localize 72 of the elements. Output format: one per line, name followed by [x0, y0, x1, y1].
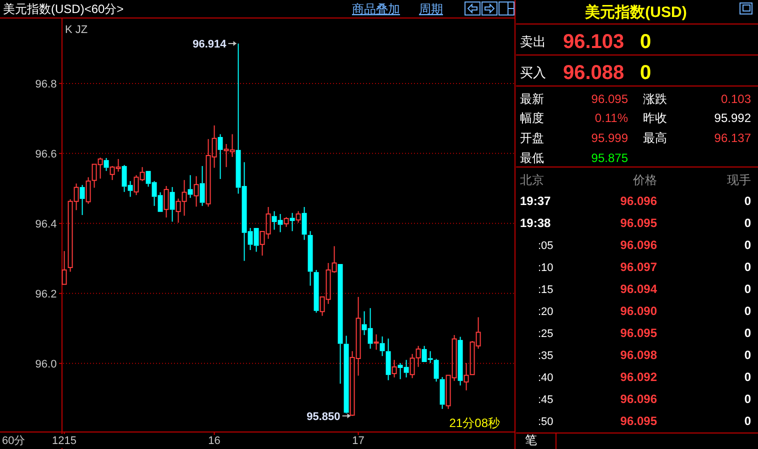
annotation: 96.914 [192, 38, 228, 51]
text: 周期 [419, 2, 443, 16]
text: 96.095 [620, 326, 658, 340]
text: 美元指数(USD) [584, 3, 687, 21]
text: :35 [538, 350, 554, 362]
text: 0 [744, 348, 752, 362]
text: 0 [744, 194, 752, 208]
text: 买入 [520, 65, 546, 80]
text: 最高 [643, 131, 667, 145]
text: 价格 [632, 173, 657, 187]
text: 0 [744, 326, 752, 340]
text: 0 [744, 260, 752, 274]
annotation: 21分08秒 [449, 416, 500, 430]
chart-title: 美元指数(USD)<60分> [3, 2, 124, 16]
text: 0 [744, 282, 752, 296]
y-tick-label: 96.0 [35, 358, 57, 370]
text: :50 [538, 416, 554, 428]
text: 96.096 [620, 392, 658, 406]
annotation: K JZ [65, 24, 88, 36]
text: 0 [744, 392, 752, 406]
text: 北京 [520, 173, 544, 187]
text: 96.094 [620, 282, 658, 296]
text: 96.088 [563, 62, 624, 84]
y-tick-label: 96.6 [35, 148, 57, 160]
text: 0 [744, 238, 752, 252]
annotation: 95.850 [306, 410, 340, 423]
text: 95.999 [591, 131, 628, 145]
text: 96.096 [620, 194, 658, 208]
text: :05 [538, 240, 554, 252]
text: 商品叠加 [352, 2, 400, 16]
text: :25 [538, 328, 554, 340]
text: 96.090 [620, 304, 658, 318]
text: 0 [640, 31, 652, 53]
text: 95.992 [714, 111, 752, 125]
text: 0 [744, 216, 752, 230]
text: 0 [744, 304, 752, 318]
text: :10 [538, 262, 554, 274]
text: 涨跌 [643, 92, 667, 106]
text: 0 [744, 370, 752, 384]
text: 0 [744, 414, 752, 428]
text: 最新 [520, 92, 544, 106]
text: 96.137 [714, 131, 752, 145]
text: 19:37 [520, 194, 552, 208]
text: 60分 [2, 435, 26, 447]
text: :45 [538, 394, 554, 406]
text: 昨收 [643, 111, 667, 125]
x-tick-label: 16 [208, 435, 220, 447]
text: 现手 [727, 173, 751, 187]
text: 幅度 [520, 111, 544, 125]
text: 96.103 [563, 31, 624, 53]
text: 96.096 [620, 238, 658, 252]
y-tick-label: 96.2 [35, 288, 57, 300]
text: :40 [538, 372, 554, 384]
text: :20 [538, 306, 554, 318]
y-tick-label: 96.8 [35, 78, 57, 90]
text: 0.11% [594, 111, 628, 125]
text: 96.092 [620, 370, 658, 384]
text: 96.095 [620, 414, 658, 428]
text: 96.095 [591, 92, 628, 106]
text: 96.095 [620, 216, 658, 230]
text: 96.098 [620, 348, 658, 362]
text: 96.097 [620, 260, 658, 274]
text: 95.875 [591, 151, 628, 165]
y-tick-label: 96.4 [35, 218, 57, 230]
text: 0.103 [720, 92, 752, 106]
text: 19:38 [520, 216, 552, 230]
text: 0 [640, 62, 652, 84]
text: 最低 [520, 151, 544, 165]
x-tick-label: 17 [352, 435, 364, 447]
text: 卖出 [520, 34, 546, 49]
text: :15 [538, 284, 554, 296]
text: 开盘 [520, 131, 544, 145]
